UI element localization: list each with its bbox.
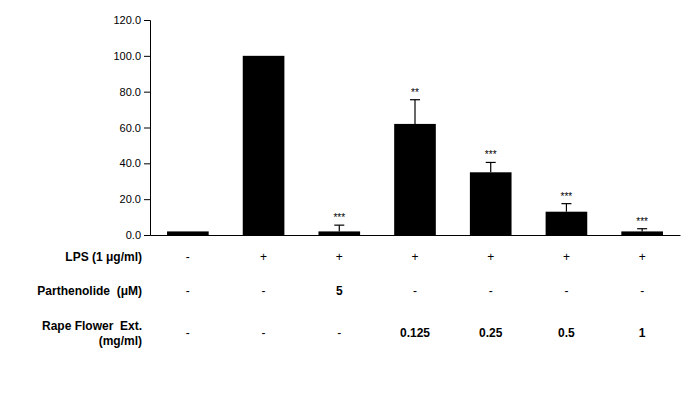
error-bar bbox=[637, 229, 647, 232]
y-axis: 0.0 20.0 40.0 60.0 80.0 100.0 120.0 bbox=[113, 14, 150, 241]
row-value: - bbox=[186, 326, 190, 340]
y-tick-label: 60.0 bbox=[120, 122, 141, 134]
row-value: - bbox=[564, 284, 568, 298]
y-tick-mark bbox=[144, 163, 150, 164]
y-tick: 20.0 bbox=[120, 193, 150, 205]
y-tick-mark bbox=[144, 56, 150, 57]
error-bar bbox=[334, 225, 344, 231]
y-tick-mark bbox=[144, 92, 150, 93]
y-tick-label: 100.0 bbox=[113, 50, 141, 62]
row-value: - bbox=[262, 284, 266, 298]
y-tick: 60.0 bbox=[120, 122, 150, 134]
row-label-line: Parthenolide (μM) bbox=[37, 284, 142, 298]
row-value: 1 bbox=[639, 326, 646, 340]
error-bar-stem bbox=[339, 225, 340, 231]
y-axis-line bbox=[144, 21, 151, 236]
row-value: - bbox=[640, 284, 644, 298]
significance-label: *** bbox=[636, 216, 648, 227]
bar bbox=[167, 231, 209, 235]
row-value: - bbox=[413, 284, 417, 298]
error-bar-cap bbox=[637, 228, 647, 229]
bar bbox=[546, 212, 588, 235]
y-tick-mark bbox=[144, 235, 150, 236]
row-value: + bbox=[639, 250, 646, 264]
error-bar-stem bbox=[490, 162, 491, 172]
row-value: + bbox=[563, 250, 570, 264]
plot: 0.020.040.060.080.0100.0120.0***********… bbox=[37, 14, 680, 348]
condition-table: LPS (1 μg/ml) - + + + + + + Parthenolide (μM) - - 5… bbox=[37, 250, 645, 348]
row-value: - bbox=[186, 284, 190, 298]
bar bbox=[243, 56, 285, 235]
row-label-line: (mg/ml) bbox=[99, 334, 142, 348]
significance-label: *** bbox=[333, 212, 345, 223]
bar bbox=[470, 172, 512, 235]
bar bbox=[621, 231, 663, 235]
row-label: LPS (1 μg/ml) bbox=[65, 250, 142, 264]
row-value: 0.5 bbox=[558, 326, 575, 340]
y-tick-label: 20.0 bbox=[120, 193, 141, 205]
y-tick-label: 40.0 bbox=[120, 157, 141, 169]
x-axis bbox=[151, 235, 681, 236]
y-tick-label: 120.0 bbox=[113, 14, 141, 26]
error-bar-cap bbox=[486, 162, 496, 163]
y-tick: 120.0 bbox=[113, 14, 150, 26]
error-bar-stem bbox=[414, 100, 415, 124]
y-tick: 80.0 bbox=[120, 86, 150, 98]
row-label-line: Rape Flower Ext. bbox=[42, 319, 142, 333]
error-bar bbox=[561, 204, 571, 212]
row-value: + bbox=[260, 250, 267, 264]
bar bbox=[394, 124, 436, 235]
error-bar bbox=[486, 162, 496, 172]
row-label-line: LPS (1 μg/ml) bbox=[65, 250, 142, 264]
y-tick-label: 0.0 bbox=[126, 229, 141, 241]
y-tick-mark bbox=[144, 20, 150, 21]
row-value: - bbox=[262, 326, 266, 340]
row-value: 0.125 bbox=[400, 326, 430, 340]
chart: 0.020.040.060.080.0100.0120.0***********… bbox=[0, 0, 698, 395]
row-value: + bbox=[411, 250, 418, 264]
row-value: + bbox=[336, 250, 343, 264]
row-value: - bbox=[186, 250, 190, 264]
significance-label: *** bbox=[561, 191, 573, 202]
x-axis-line bbox=[151, 235, 681, 236]
y-tick: 40.0 bbox=[120, 157, 150, 169]
annotations: ************** bbox=[333, 87, 648, 227]
error-bar-cap bbox=[334, 225, 344, 226]
row-value: - bbox=[489, 284, 493, 298]
y-tick: 0.0 bbox=[126, 229, 150, 241]
row-value: 0.25 bbox=[479, 326, 503, 340]
y-tick-mark bbox=[144, 128, 150, 129]
significance-label: ** bbox=[411, 87, 419, 98]
y-tick: 100.0 bbox=[113, 50, 150, 62]
row-value: 5 bbox=[336, 284, 343, 298]
row-value: - bbox=[337, 326, 341, 340]
bar bbox=[318, 231, 360, 235]
row-label: Rape Flower Ext.(mg/ml) bbox=[42, 319, 142, 348]
error-bar-stem bbox=[566, 204, 567, 212]
error-bar-cap bbox=[410, 99, 420, 100]
y-tick-label: 80.0 bbox=[120, 86, 141, 98]
row-value: + bbox=[487, 250, 494, 264]
y-tick-mark bbox=[144, 199, 150, 200]
error-bar bbox=[410, 100, 420, 124]
error-bar-cap bbox=[561, 203, 571, 204]
row-label: Parthenolide (μM) bbox=[37, 284, 142, 298]
bars bbox=[167, 56, 663, 235]
significance-label: *** bbox=[485, 149, 497, 160]
